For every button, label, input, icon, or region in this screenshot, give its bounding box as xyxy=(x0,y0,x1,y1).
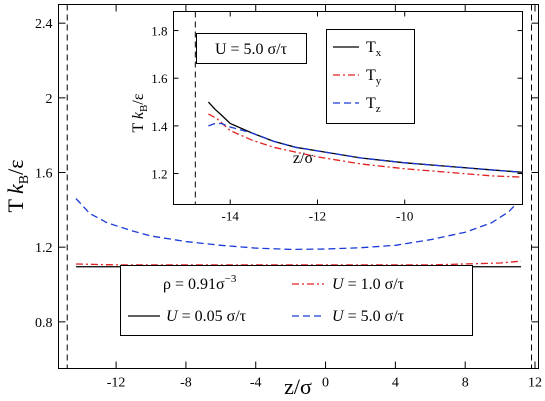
inset-legend: Tx Ty Tz xyxy=(326,29,415,124)
x-tick-label: 4 xyxy=(392,376,399,391)
inset-legend-label-tx: Tx xyxy=(366,39,382,59)
x-tick-label: 8 xyxy=(462,376,469,391)
y-axis-label: T kB/ε xyxy=(3,159,32,212)
svg-text:T kB/ε: T kB/ε xyxy=(130,93,150,132)
inset-annotation-box xyxy=(196,33,307,64)
svg-text:T kB/ε: T kB/ε xyxy=(3,159,32,212)
x-tick-label: -12 xyxy=(107,376,126,391)
y-tick-label: 1.6 xyxy=(35,167,53,182)
series-1.0 xyxy=(75,260,522,266)
y-tick-label: 1.2 xyxy=(35,241,53,256)
x-tick-label: 0 xyxy=(322,376,329,391)
inset-legend-box xyxy=(326,29,415,124)
legend-label-0.05: U = 0.05 σ/τ xyxy=(166,308,247,325)
series-5.0 xyxy=(75,198,522,251)
inset-y-tick-label: 1.8 xyxy=(151,24,167,39)
inset-series-ty xyxy=(208,113,523,178)
inset-x-tick-label: -10 xyxy=(396,209,413,224)
x-tick-label: 12 xyxy=(528,376,542,391)
inset-annotation: U = 5.0 σ/τ xyxy=(215,41,288,58)
legend-label-1.0: U = 1.0 σ/τ xyxy=(332,276,405,293)
inset-y-axis-label: T kB/ε xyxy=(130,93,150,132)
x-tick-label: -8 xyxy=(180,376,192,391)
y-tick-label: 2 xyxy=(46,92,53,107)
inset-x-axis-label: z/σ xyxy=(293,150,314,167)
main-legend: ρ = 0.91σ−3 U = 1.0 σ/τ U = 0.05 σ/τ U =… xyxy=(120,265,473,336)
inset-legend-label-tz: Tz xyxy=(366,95,381,115)
legend-box xyxy=(120,265,473,336)
inset-y-tick-label: 1.6 xyxy=(151,71,168,86)
legend-title: ρ = 0.91σ−3 xyxy=(163,273,237,293)
inset-x-tick-label: -14 xyxy=(222,209,240,224)
inset-series-tz xyxy=(208,122,523,173)
x-axis-label: z/σ xyxy=(284,374,312,399)
inset-y-tick-label: 1.4 xyxy=(151,119,168,134)
inset-legend-label-ty: Ty xyxy=(366,67,382,87)
inset-x-tick-label: -12 xyxy=(309,209,326,224)
legend-label-5.0: U = 5.0 σ/τ xyxy=(332,308,405,325)
inset-y-tick-label: 1.2 xyxy=(151,167,167,182)
y-tick-label: 2.4 xyxy=(35,17,53,32)
x-tick-label: -4 xyxy=(250,376,262,391)
y-tick-label: 0.8 xyxy=(35,316,53,331)
